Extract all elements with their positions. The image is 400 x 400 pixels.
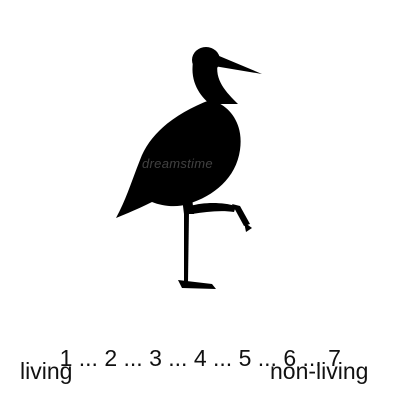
scale-separator: ... bbox=[117, 345, 150, 371]
scale-separator: ... bbox=[296, 345, 329, 371]
scale-separator: ... bbox=[251, 345, 284, 371]
scale-separator: ... bbox=[206, 345, 239, 371]
scale-point-4[interactable]: 4 bbox=[193, 345, 207, 371]
scale-point-3[interactable]: 3 bbox=[149, 345, 162, 371]
scale-point-7[interactable]: 7 bbox=[328, 345, 341, 371]
scale-separator: ... bbox=[72, 345, 105, 371]
scale-point-1[interactable]: 1 bbox=[59, 345, 73, 371]
scale-right-anchor-label: non-living bbox=[270, 358, 369, 384]
scale-points: 1 ... 2 ... 3 ... 4 ... 5 ... 6 ... 7 bbox=[34, 318, 341, 399]
scale-point-6[interactable]: 6 bbox=[283, 345, 297, 371]
scale-point-5[interactable]: 5 bbox=[238, 345, 252, 371]
scale-separator: ... bbox=[161, 345, 194, 371]
scale-point-2[interactable]: 2 bbox=[104, 345, 118, 371]
stork-silhouette-icon bbox=[116, 47, 262, 289]
scale-left-anchor-label: living bbox=[20, 358, 73, 384]
